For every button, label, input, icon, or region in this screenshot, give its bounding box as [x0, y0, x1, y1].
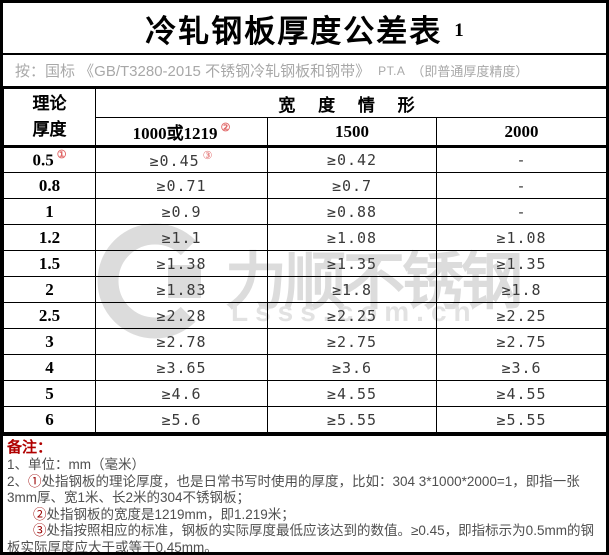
note-3-text: 处指钢板的宽度是1219mm，即1.219米；: [46, 506, 295, 522]
footnote-marker-1: ①: [56, 149, 67, 162]
value-cell: ≥3.6: [267, 354, 437, 381]
note-2-text: 处指钢板的理论厚度，也是日常书写时使用的厚度，比如：304 3*1000*200…: [7, 473, 580, 506]
thickness-cell: 5: [3, 380, 96, 407]
table-row: 2.5 ≥2.28 ≥2.25 ≥2.25: [3, 302, 606, 329]
note-marker-2: ②: [33, 506, 47, 522]
value-cell: ≥3.65: [95, 354, 268, 381]
note-line-units: 1、单位：mm（毫米）: [7, 457, 145, 472]
table-row: 5 ≥4.6 ≥4.55 ≥4.55: [3, 380, 606, 407]
table-row: 1.2 ≥1.1 ≥1.08 ≥1.08: [3, 224, 606, 251]
column-header-2000: 2000: [435, 117, 606, 148]
table-row: 4 ≥3.65 ≥3.6 ≥3.6: [3, 354, 606, 381]
value-cell: ≥2.78: [95, 328, 268, 355]
value-cell: ≥4.55: [435, 380, 606, 407]
value-cell: ≥2.28: [95, 302, 268, 329]
value-cell: ≥0.42: [267, 146, 437, 173]
value-cell: ≥5.55: [435, 406, 606, 433]
value-cell: ≥1.35: [267, 250, 437, 277]
value-cell: ≥0.88: [267, 198, 437, 225]
table-row: 0.8 ≥0.71 ≥0.7 -: [3, 172, 606, 199]
value-cell: ≥1.83: [95, 276, 268, 303]
value-cell: -: [435, 172, 606, 199]
thickness-cell: 1.2: [3, 224, 96, 251]
value-cell: -: [435, 146, 606, 173]
precision-grade: PT.A: [378, 63, 406, 78]
thickness-cell: 0.5 ①: [3, 146, 96, 173]
page-title: 冷轧钢板厚度公差表: [145, 13, 443, 49]
corner-header-line1: 理论: [32, 94, 67, 113]
note-marker-3: ③: [33, 523, 47, 538]
value-cell: ≥1.08: [267, 224, 437, 251]
value-cell: ≥2.25: [267, 302, 437, 329]
notes-title: 备注：: [7, 439, 53, 456]
thickness-cell: 2: [3, 276, 96, 303]
footnote-marker-2: ②: [220, 122, 231, 135]
value-cell: ≥1.35: [435, 250, 606, 277]
value-cell: ≥0.71: [95, 172, 268, 199]
note-line-width: ②处指钢板的宽度是1219mm，即1.219米；: [7, 507, 600, 524]
thickness-cell: 0.8: [3, 172, 96, 199]
footnote-marker-3: ③: [202, 149, 214, 162]
thickness-value: 0.5: [32, 150, 54, 170]
value-cell: ≥5.55: [267, 406, 437, 433]
min-thickness-value: ≥0.45: [149, 152, 200, 170]
value-cell: ≥4.6: [95, 380, 268, 407]
value-cell: ≥4.55: [267, 380, 437, 407]
value-cell: ≥1.38: [95, 250, 268, 277]
table-row: 6 ≥5.6 ≥5.55 ≥5.55: [3, 406, 606, 433]
value-cell: ≥2.25: [435, 302, 606, 329]
value-cell: ≥0.9: [95, 198, 268, 225]
value-cell: ≥0.45 ③: [95, 146, 268, 173]
notes-section: 备注： 1、单位：mm（毫米） 2、①处指钢板的理论厚度，也是日常书写时使用的厚…: [3, 433, 606, 555]
value-cell: ≥1.08: [435, 224, 606, 251]
width-group-header: 宽 度 情 形: [94, 88, 606, 118]
thickness-cell: 1.5: [3, 250, 96, 277]
table-row: 2 ≥1.83 ≥1.8 ≥1.8: [3, 276, 606, 303]
value-cell: ≥2.75: [267, 328, 437, 355]
note-marker-1: ①: [28, 473, 42, 489]
corner-header-line2: 厚度: [32, 120, 67, 139]
value-cell: ≥2.75: [435, 328, 606, 355]
table-header-row-widths: 1000或1219 ② 1500 2000: [4, 117, 606, 148]
thickness-cell: 4: [3, 354, 96, 381]
table-row: 3 ≥2.78 ≥2.75 ≥2.75: [3, 328, 606, 355]
title-row: 冷轧钢板厚度公差表 1: [3, 3, 606, 55]
tolerance-table: 理论 厚度 宽 度 情 形 1000或1219 ② 1500 2000 0.5 ① …: [3, 88, 606, 433]
standard-reference-row: 按：国标 《GB/T3280-2015 不锈钢冷轧钢板和钢带》 PT.A （即普…: [3, 55, 606, 88]
column-header-1500: 1500: [267, 117, 437, 148]
table-row: 1.5 ≥1.38 ≥1.35 ≥1.35: [3, 250, 606, 277]
note-line-min-thickness: ③处指按照相应的标准，钢板的实际厚度最低应该达到的数值。≥0.45，即指标示为0…: [7, 523, 600, 555]
column-header-1000-label: 1000或1219: [132, 124, 218, 143]
value-cell: ≥5.6: [95, 406, 268, 433]
note-4-text: 处指按照相应的标准，钢板的实际厚度最低应该达到的数值。≥0.45，即指标示为0.…: [7, 523, 594, 555]
thickness-cell: 1: [3, 198, 96, 225]
thickness-cell: 6: [3, 406, 96, 433]
thickness-cell: 2.5: [3, 302, 96, 329]
note-line-theoretical-thickness: 2、①处指钢板的理论厚度，也是日常书写时使用的厚度，比如：304 3*1000*…: [7, 474, 600, 507]
thickness-cell: 3: [3, 328, 96, 355]
corner-header-thickness: 理论 厚度: [3, 88, 96, 148]
table-header-row-group: 理论 厚度 宽 度 情 形: [3, 88, 606, 148]
column-header-1000: 1000或1219 ②: [95, 117, 268, 148]
value-cell: ≥1.8: [435, 276, 606, 303]
value-cell: ≥1.8: [267, 276, 437, 303]
precision-grade-note: （即普通厚度精度）: [411, 64, 529, 79]
page-title-number: 1: [454, 20, 464, 41]
standard-reference: 按：国标 《GB/T3280-2015 不锈钢冷轧钢板和钢带》: [15, 63, 371, 80]
value-cell: ≥0.7: [267, 172, 437, 199]
value-cell: ≥1.1: [95, 224, 268, 251]
note-2-prefix: 2、: [7, 473, 29, 489]
value-cell: -: [435, 198, 606, 225]
table-row: 0.5 ① ≥0.45 ③ ≥0.42 -: [3, 146, 606, 173]
value-cell: ≥3.6: [435, 354, 606, 381]
table-row: 1 ≥0.9 ≥0.88 -: [3, 198, 606, 225]
